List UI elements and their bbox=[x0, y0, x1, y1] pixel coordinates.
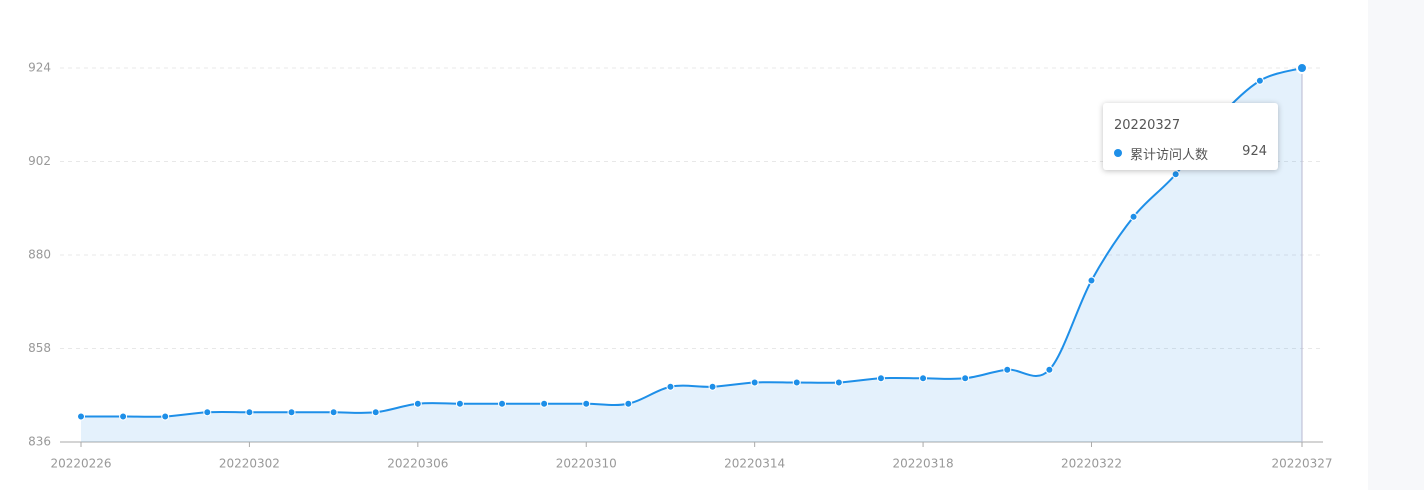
point bbox=[371, 408, 380, 417]
point bbox=[834, 378, 843, 387]
point bbox=[498, 399, 507, 408]
y-tick-label: 880 bbox=[28, 248, 51, 262]
point bbox=[1129, 212, 1138, 221]
tooltip: 20220327 累计访问人数 924 bbox=[1103, 103, 1278, 170]
point bbox=[582, 399, 591, 408]
point bbox=[161, 412, 170, 421]
point bbox=[329, 408, 338, 417]
point bbox=[245, 408, 254, 417]
y-tick-label: 836 bbox=[28, 435, 51, 449]
point bbox=[203, 408, 212, 417]
x-tick-label: 20220306 bbox=[387, 457, 448, 471]
x-tick-label: 20220226 bbox=[50, 457, 111, 471]
point bbox=[540, 399, 549, 408]
tooltip-value: 924 bbox=[1242, 144, 1267, 159]
point bbox=[792, 378, 801, 387]
x-tick-label: 20220318 bbox=[893, 457, 954, 471]
x-tick-label: 20220310 bbox=[556, 457, 617, 471]
point bbox=[624, 399, 633, 408]
x-tick-label: 20220302 bbox=[219, 457, 280, 471]
point bbox=[1045, 365, 1054, 374]
point bbox=[961, 374, 970, 383]
point bbox=[708, 382, 717, 391]
point bbox=[455, 399, 464, 408]
y-tick-label: 902 bbox=[28, 154, 51, 168]
tooltip-title: 20220327 bbox=[1114, 118, 1181, 133]
point bbox=[666, 382, 675, 391]
x-tick-label: 20220322 bbox=[1061, 457, 1122, 471]
point bbox=[1087, 276, 1096, 285]
x-tick-label: 20220314 bbox=[724, 457, 785, 471]
point bbox=[1296, 62, 1308, 74]
point bbox=[750, 378, 759, 387]
point bbox=[876, 374, 885, 383]
chart: 836 858 880 902 924 20220226 20220302 20220306 2… bbox=[28, 61, 1332, 471]
point bbox=[1003, 365, 1012, 374]
area bbox=[81, 68, 1302, 442]
tooltip-series: 累计访问人数 bbox=[1130, 148, 1209, 163]
point bbox=[1171, 170, 1180, 179]
point bbox=[919, 374, 928, 383]
point bbox=[1255, 76, 1264, 85]
point bbox=[119, 412, 128, 421]
side-panel bbox=[1368, 0, 1424, 490]
point bbox=[77, 412, 85, 421]
tooltip-marker bbox=[1114, 149, 1122, 157]
y-tick-label: 924 bbox=[28, 61, 51, 75]
x-tick-label: 20220327 bbox=[1271, 457, 1332, 471]
point bbox=[413, 399, 422, 408]
y-tick-label: 858 bbox=[28, 341, 51, 355]
point bbox=[287, 408, 296, 417]
